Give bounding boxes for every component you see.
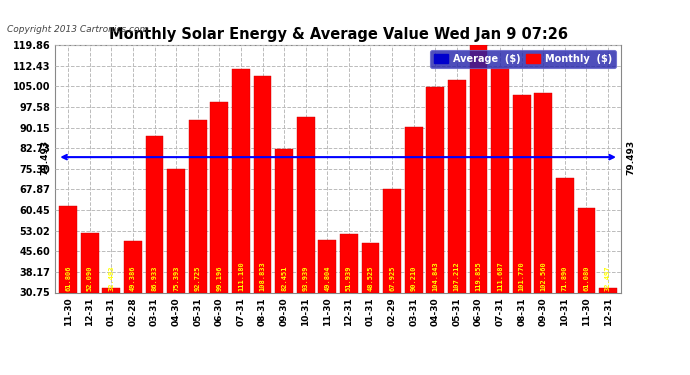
Bar [513,95,531,292]
Bar [146,136,164,292]
Bar [275,149,293,292]
Text: 48.525: 48.525 [368,266,373,291]
Text: 108.833: 108.833 [259,261,266,291]
Text: 101.770: 101.770 [519,261,524,291]
Text: 61.806: 61.806 [65,266,71,291]
Bar [254,76,271,292]
Bar [232,69,250,292]
Text: 51.939: 51.939 [346,266,352,291]
Text: 71.890: 71.890 [562,266,568,291]
Legend: Average  ($), Monthly  ($): Average ($), Monthly ($) [430,50,616,68]
Bar [210,102,228,292]
Text: 111.687: 111.687 [497,261,503,291]
Text: 119.855: 119.855 [475,261,482,291]
Bar [362,243,380,292]
Text: 32.497: 32.497 [605,266,611,291]
Text: 92.725: 92.725 [195,266,201,291]
Text: 79.493: 79.493 [627,140,635,175]
Text: 61.080: 61.080 [584,266,589,291]
Text: 79.493: 79.493 [41,140,50,175]
Bar [319,240,336,292]
Bar [103,288,120,292]
Bar [383,189,401,292]
Bar [448,80,466,292]
Text: 86.933: 86.933 [152,266,157,291]
Text: 107.212: 107.212 [454,261,460,291]
Bar [124,241,142,292]
Text: 93.939: 93.939 [303,266,308,291]
Text: 111.180: 111.180 [238,261,244,291]
Text: Copyright 2013 Cartronics.com: Copyright 2013 Cartronics.com [7,25,148,34]
Bar [59,206,77,292]
Bar [167,168,185,292]
Title: Monthly Solar Energy & Average Value Wed Jan 9 07:26: Monthly Solar Energy & Average Value Wed… [108,27,568,42]
Bar [426,87,444,292]
Text: 90.210: 90.210 [411,266,417,291]
Bar [556,178,573,292]
Text: 49.804: 49.804 [324,266,331,291]
Text: 67.925: 67.925 [389,266,395,291]
Text: 49.386: 49.386 [130,266,136,291]
Bar [405,128,422,292]
Bar [534,93,552,292]
Text: 75.393: 75.393 [173,266,179,291]
Text: 99.196: 99.196 [217,266,222,291]
Text: 52.090: 52.090 [87,266,92,291]
Bar [297,117,315,292]
Bar [81,233,99,292]
Bar [599,288,617,292]
Bar [470,45,487,292]
Bar [189,120,206,292]
Bar [491,68,509,292]
Text: 104.843: 104.843 [432,261,438,291]
Text: 32.493: 32.493 [108,266,115,291]
Bar [340,234,357,292]
Text: 82.451: 82.451 [281,266,287,291]
Bar [578,208,595,292]
Text: 102.560: 102.560 [540,261,546,291]
